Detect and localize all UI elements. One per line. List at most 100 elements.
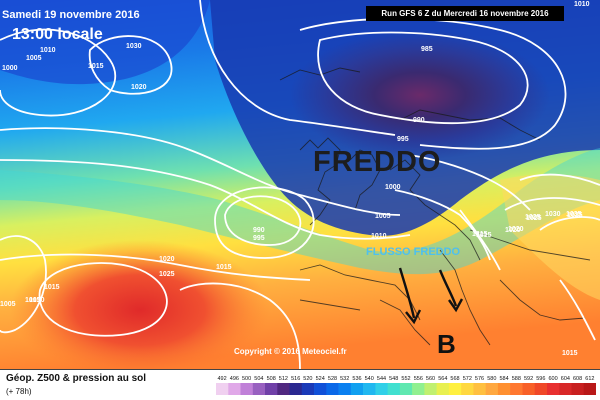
color-scale: 492 496 500 504 508 512 516 520 524 528 532 536 540 5… <box>216 376 596 395</box>
isobar-label: 1015 <box>88 63 104 70</box>
scale-tick-label: 548 <box>389 376 398 382</box>
scale-tick-label: 500 <box>242 376 251 382</box>
isobar-label: 1020 <box>131 84 147 91</box>
scale-swatch <box>350 383 364 395</box>
scale-tick-label: 524 <box>316 376 325 382</box>
isobar-label: 1010 <box>574 1 590 8</box>
isobar-label: 1025 <box>159 271 175 278</box>
isobar-label: 1015 <box>25 297 41 304</box>
isobar-label: 990 <box>253 227 265 234</box>
scale-swatch <box>571 383 585 395</box>
scale-tick-label: 580 <box>487 376 496 382</box>
forecast-lead-time: (+ 78h) <box>6 387 32 396</box>
isobars <box>0 0 600 369</box>
scale-swatch <box>314 383 327 395</box>
forecast-time: 13:00 locale <box>12 26 103 43</box>
model-run-info: Run GFS 6 Z du Mercredi 16 novembre 2016 <box>366 6 564 21</box>
scale-swatch <box>485 383 499 395</box>
isobar-label: 1000 <box>2 65 18 72</box>
scale-swatch <box>240 383 254 395</box>
scale-tick-label: 516 <box>291 376 300 382</box>
scale-swatch <box>289 383 303 395</box>
scale-tick-label: 576 <box>475 376 484 382</box>
scale-tick-label: 568 <box>450 376 459 382</box>
isobar-label: 1015 <box>44 284 60 291</box>
scale-tick-label: 588 <box>512 376 521 382</box>
scale-swatch <box>497 383 511 395</box>
isobar-label: 1025 <box>526 215 542 222</box>
scale-swatch <box>473 383 486 395</box>
scale-tick-label: 592 <box>524 376 533 382</box>
scale-swatch <box>301 383 315 395</box>
scale-tick-label: 504 <box>254 376 263 382</box>
isobar-label: 985 <box>421 46 433 53</box>
scale-swatch <box>326 383 339 395</box>
isobar-label: 1005 <box>375 213 391 220</box>
isobar-label: 995 <box>397 136 409 143</box>
isobar-label: 990 <box>413 117 425 124</box>
transition-band <box>0 148 600 275</box>
scale-tick-label: 596 <box>536 376 545 382</box>
scale-tick-label: 552 <box>401 376 410 382</box>
isobar-label: 1025 <box>525 214 541 221</box>
isobar-label: 1020 <box>159 256 175 263</box>
coastlines <box>279 67 591 346</box>
scale-tick-label: 584 <box>500 376 509 382</box>
scale-tick-label: 492 <box>218 376 227 382</box>
scale-swatch <box>387 383 401 395</box>
scale-swatch <box>363 383 376 395</box>
scale-tick-label: 536 <box>352 376 361 382</box>
isobar-label: 1035 <box>567 212 583 219</box>
cold-annotation: FREDDO <box>313 146 442 178</box>
scale-swatch <box>522 383 536 395</box>
scale-tick-label: 508 <box>267 376 276 382</box>
isobar-label: 1030 <box>545 211 561 218</box>
geopotential-map: 1010 985 990 995 1000 1005 1010 1015 102… <box>0 0 600 369</box>
isobar-label: 1005 <box>0 301 16 308</box>
isobar-label: 1015 <box>562 350 578 357</box>
map-variable-title: Géop. Z500 & pression au sol <box>6 373 147 384</box>
isobar-labels: 1010 985 990 995 1000 1005 1010 1015 102… <box>0 1 590 357</box>
scale-swatch <box>547 383 560 395</box>
scale-swatch <box>510 383 523 395</box>
scale-swatch <box>265 383 278 395</box>
isobar-label: 1010 <box>371 233 387 240</box>
low-pressure-marker: B <box>437 329 456 359</box>
scale-tick-label: 600 <box>549 376 558 382</box>
scale-swatch <box>448 383 462 395</box>
scale-swatch <box>583 383 596 395</box>
cold-flow-annotation: FLUSSO FREDDO <box>366 246 461 258</box>
scale-swatch <box>216 383 229 395</box>
scale-tick-label: 520 <box>303 376 312 382</box>
scale-tick-label: 544 <box>377 376 386 382</box>
scale-tick-label: 528 <box>328 376 337 382</box>
scale-tick-label: 612 <box>585 376 594 382</box>
isobar-label: 1005 <box>26 55 42 62</box>
scale-swatch <box>375 383 388 395</box>
copyright-text: Copyright © 2016 Meteociel.fr <box>234 347 347 356</box>
scale-swatch <box>436 383 450 395</box>
isobar-label: 1020 <box>505 227 521 234</box>
cold-core <box>290 30 550 160</box>
scale-tick-label: 532 <box>340 376 349 382</box>
cold-flow-arrows <box>398 267 464 325</box>
scale-tick-label: 496 <box>230 376 239 382</box>
scale-swatch <box>277 383 290 395</box>
isobar-label: 1020 <box>508 226 524 233</box>
scale-tick-label: 604 <box>561 376 570 382</box>
isobar-label: 1010 <box>29 297 45 304</box>
scale-swatch <box>228 383 241 395</box>
scale-tick-label: 560 <box>426 376 435 382</box>
isobar-label: 995 <box>253 235 265 242</box>
scale-swatch <box>338 383 352 395</box>
isobar-label: 1015 <box>472 231 488 238</box>
scale-tick-label: 512 <box>279 376 288 382</box>
scale-swatch <box>252 383 266 395</box>
scale-swatch <box>399 383 413 395</box>
scale-tick-label: 572 <box>463 376 472 382</box>
scale-tick-label: 564 <box>438 376 447 382</box>
scale-swatch <box>424 383 437 395</box>
scale-tick-label: 608 <box>573 376 582 382</box>
scale-swatch <box>412 383 425 395</box>
